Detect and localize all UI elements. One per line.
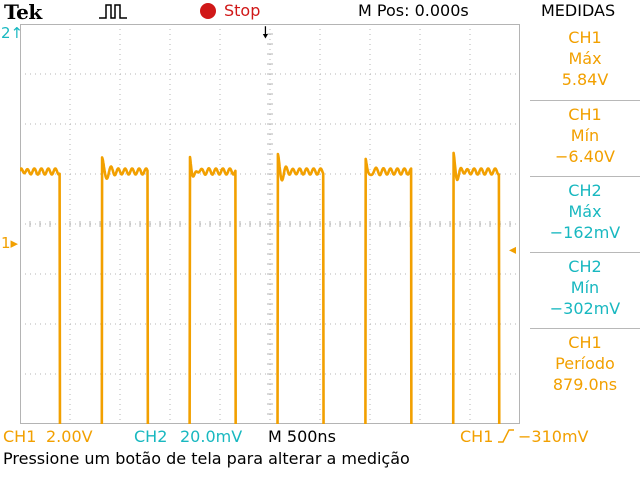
measurement-value: −6.40V — [555, 147, 615, 166]
ch2-ground-marker: 2↑ — [1, 24, 24, 42]
stop-icon — [200, 3, 216, 19]
measurements-panel: CH1 Máx 5.84V CH1 Mín −6.40V CH2 Máx −16… — [530, 24, 640, 404]
trigger-source: CH1 — [460, 427, 494, 446]
trigger-position-marker: 🠗 — [262, 23, 269, 42]
timebase: M 500ns — [268, 427, 336, 446]
ch2-scale: 20.0mV — [180, 427, 243, 446]
ch1-scale: 2.00V — [46, 427, 93, 446]
horizontal-position: M Pos: 0.000s — [358, 1, 469, 20]
measurement-type: Período — [555, 354, 615, 373]
rising-edge-icon — [498, 429, 514, 443]
measurement-channel: CH1 — [568, 333, 602, 352]
measurement-type: Máx — [568, 202, 602, 221]
measurement-channel: CH2 — [568, 181, 602, 200]
measurement-ch1-max[interactable]: CH1 Máx 5.84V — [530, 24, 640, 100]
measurement-channel: CH1 — [568, 105, 602, 124]
measurement-ch1-min[interactable]: CH1 Mín −6.40V — [530, 100, 640, 176]
measurement-type: Máx — [568, 49, 602, 68]
trigger-level: −310mV — [518, 427, 589, 446]
ch1-label: CH1 — [3, 427, 37, 446]
top-status-bar: Tek Stop M Pos: 0.000s MEDIDAS — [0, 0, 615, 24]
measurement-type: Mín — [570, 126, 600, 145]
measurement-channel: CH2 — [568, 257, 602, 276]
waveform-display — [20, 24, 520, 424]
ch1-ground-marker: 1▸ — [1, 234, 19, 252]
measurement-type: Mín — [570, 278, 600, 297]
acquisition-state: Stop — [224, 1, 261, 20]
measurement-ch1-period[interactable]: CH1 Período 879.0ns — [530, 328, 640, 404]
trigger-level-marker: ◂ — [509, 242, 517, 258]
measurement-value: −162mV — [549, 223, 621, 242]
measurement-ch2-max[interactable]: CH2 Máx −162mV — [530, 176, 640, 252]
channel-status-bar: CH1 2.00V CH2 20.0mV M 500ns CH1 −310mV — [0, 425, 640, 449]
brand-logo: Tek — [4, 0, 42, 24]
ch1-waveform — [20, 151, 501, 424]
ch2-label: CH2 — [134, 427, 168, 446]
measurement-value: 5.84V — [561, 70, 609, 89]
measurement-value: −302mV — [549, 299, 621, 318]
measurement-value: 879.0ns — [552, 375, 618, 394]
trigger-status-icon — [99, 4, 127, 19]
measurement-channel: CH1 — [568, 28, 602, 47]
graticule — [20, 24, 520, 424]
measurement-ch2-min[interactable]: CH2 Mín −302mV — [530, 252, 640, 328]
measurements-title: MEDIDAS — [541, 1, 616, 20]
help-message: Pressione um botão de tela para alterar … — [3, 449, 410, 468]
